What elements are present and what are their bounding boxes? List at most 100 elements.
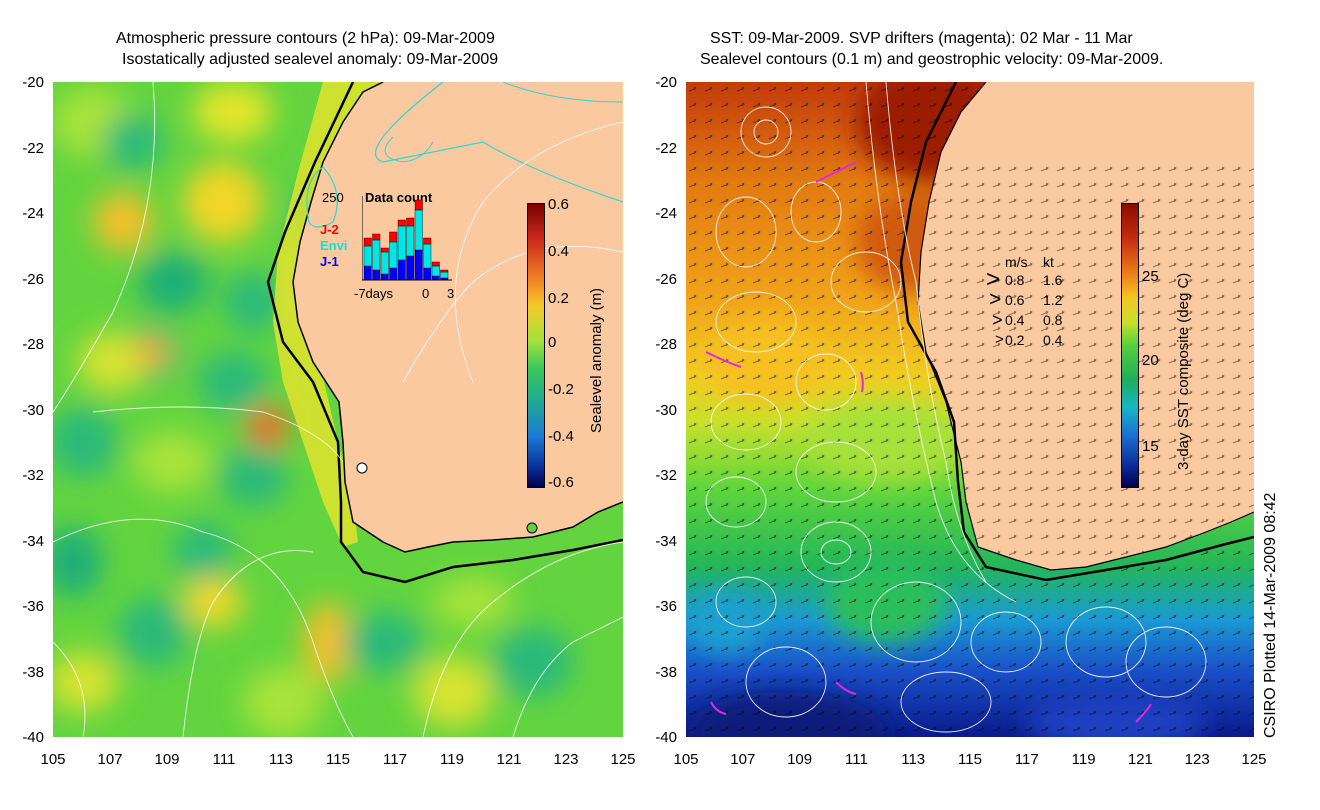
sst-colorbar (1121, 203, 1139, 488)
inset-legend-envi: Envi (320, 238, 348, 253)
velocity-legend: m/s kt >0.8 1.6 >0.6 1.2 >0.4 0.8 >0.2 0.4 (980, 254, 1080, 354)
left-x-tick: 113 (269, 751, 293, 768)
inset-bar (372, 233, 381, 241)
left-y-tick: -26 (22, 270, 44, 288)
sst-colorbar-label: 3-day SST composite (deg C) (1175, 272, 1192, 470)
inset-bar (380, 247, 389, 253)
inset-xtick-mid: 0 (422, 286, 430, 301)
inset-histogram (362, 196, 452, 281)
left-y-tick: -32 (22, 467, 44, 484)
right-y-tick: -26 (655, 270, 677, 288)
inset-bar (389, 267, 398, 281)
right-y-tick: -38 (655, 663, 677, 681)
inset-bar (397, 259, 406, 281)
left-y-tick: -38 (22, 663, 44, 681)
left-y-tick: -40 (22, 729, 44, 746)
inset-bar (363, 245, 372, 267)
right-y-tick: -20 (655, 74, 677, 91)
sst-colorbar-tick: 20 (1142, 352, 1159, 369)
left-x-tick: 125 (610, 751, 636, 768)
right-y-tick: -28 (655, 336, 677, 353)
inset-bar (380, 251, 389, 275)
sst-colorbar-tick: 25 (1142, 268, 1159, 285)
sealevel-colorbar-tick: -0.6 (548, 474, 574, 491)
inset-bar (414, 249, 423, 281)
sealevel-colorbar-tick: 0.4 (548, 243, 569, 260)
sealevel-colorbar-tick: -0.4 (548, 428, 574, 445)
left-y-tick: -24 (22, 205, 44, 222)
sealevel-colorbar-label: Sealevel anomaly (m) (588, 287, 605, 433)
shelf-contour-left (266, 82, 623, 584)
inset-bar (431, 261, 440, 267)
data-count-inset: 250 Data count J-2 Envi J-1 -7days 0 3 (310, 186, 470, 301)
left-x-tick: 111 (212, 751, 236, 768)
sst-colorbar-tick: 15 (1142, 438, 1159, 455)
inset-bar (440, 269, 449, 273)
left-y-tick: -36 (22, 598, 44, 615)
left-x-tick: 105 (40, 751, 66, 768)
inset-bar (397, 219, 406, 227)
velocity-legend-header-ms: m/s (1005, 254, 1028, 270)
right-x-tick: 119 (1071, 751, 1096, 768)
right-x-tick: 117 (1014, 751, 1039, 768)
inset-bar (389, 241, 398, 269)
inset-max-label: 250 (322, 190, 344, 205)
velocity-legend-kt: 0.8 (1043, 312, 1063, 328)
right-y-tick: -22 (655, 139, 677, 157)
left-x-tick: 117 (383, 751, 407, 768)
velocity-legend-arrow-icon: > (995, 331, 1004, 348)
right-x-tick: 121 (1127, 751, 1153, 768)
right-x-tick: 111 (844, 751, 868, 768)
sealevel-colorbar (527, 203, 545, 488)
inset-bar (406, 225, 415, 257)
plot-credit: CSIRO Plotted 14-Mar-2009 08:42 (1262, 492, 1279, 738)
velocity-legend-ms: 0.6 (1005, 292, 1025, 308)
velocity-legend-kt: 1.6 (1043, 272, 1063, 288)
right-x-tick: 105 (673, 751, 699, 768)
right-y-tick: -34 (655, 532, 677, 550)
left-x-tick: 115 (326, 751, 350, 768)
right-x-tick: 113 (901, 751, 926, 768)
left-y-tick: -30 (22, 401, 44, 419)
left-x-tick: 107 (97, 751, 123, 768)
sst-map (686, 82, 1254, 737)
right-x-tick: 125 (1241, 751, 1267, 768)
sealevel-colorbar-tick: 0 (548, 334, 557, 351)
inset-bar (372, 269, 381, 281)
right-y-tick: -30 (655, 401, 677, 419)
inset-bar (397, 225, 406, 261)
left-y-tick: -22 (22, 139, 44, 157)
right-y-tick: -24 (655, 205, 677, 222)
inset-bar (389, 231, 398, 243)
inset-bar (363, 265, 372, 281)
velocity-legend-arrow-icon: > (986, 266, 1001, 293)
inset-bar (423, 237, 432, 245)
velocity-legend-kt: 0.4 (1043, 332, 1063, 348)
inset-bar (431, 265, 440, 277)
left-y-tick: -28 (22, 336, 44, 353)
inset-bar (414, 199, 423, 211)
velocity-legend-ms: 0.2 (1005, 332, 1025, 348)
right-x-tick: 109 (787, 751, 813, 768)
velocity-legend-arrow-icon: > (989, 288, 1002, 311)
right-y-tick: -40 (655, 729, 677, 746)
sealevel-colorbar-tick: -0.2 (548, 381, 574, 398)
inset-bar (363, 237, 372, 247)
left-y-tick: -20 (22, 74, 44, 91)
right-y-tick: -32 (655, 467, 677, 484)
left-y-tick: -34 (22, 532, 44, 550)
right-title-line1: SST: 09-Mar-2009. SVP drifters (magenta)… (710, 30, 1133, 47)
right-x-tick: 115 (958, 751, 982, 768)
inset-legend-j2: J-2 (320, 222, 339, 237)
inset-xtick-left: -7days (354, 286, 394, 301)
inset-bar (431, 275, 440, 281)
inset-bar (406, 255, 415, 281)
sealevel-colorbar-tick: 0.6 (548, 196, 569, 213)
inset-bar (440, 271, 449, 279)
inset-bar (406, 217, 415, 227)
velocity-legend-kt: 1.2 (1043, 292, 1063, 308)
inset-bar (380, 273, 389, 281)
velocity-legend-ms: 0.4 (1005, 312, 1025, 328)
inset-bar (423, 267, 432, 281)
inset-bar (414, 209, 423, 251)
